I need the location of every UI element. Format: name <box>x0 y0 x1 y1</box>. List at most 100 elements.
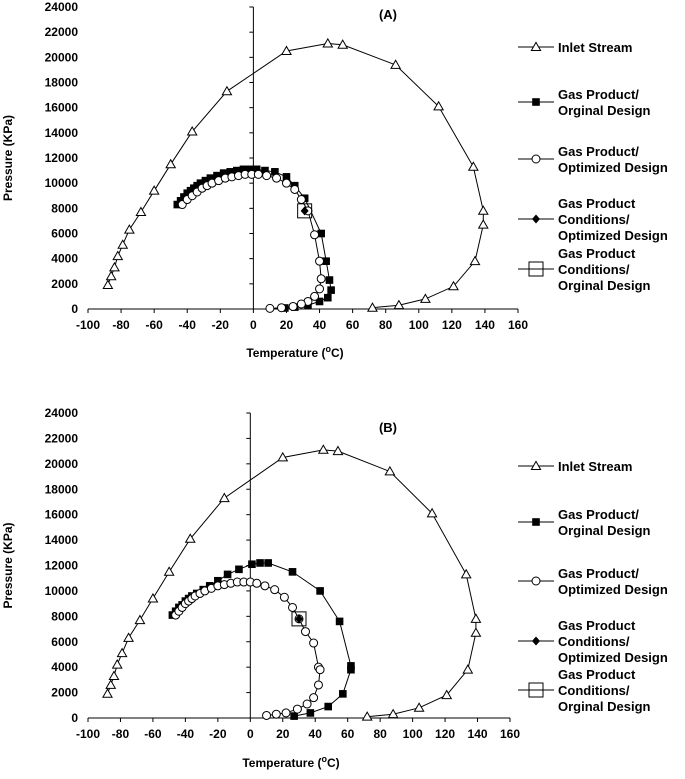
legend-entry: Inlet Stream <box>518 459 632 474</box>
data-point <box>206 174 215 182</box>
y-tick-label: 8000 <box>51 609 78 623</box>
series-0 <box>102 37 489 312</box>
data-point <box>213 171 221 180</box>
data-point <box>280 45 292 55</box>
data-point <box>282 173 291 181</box>
x-tick-label: -100 <box>76 727 100 741</box>
data-point <box>315 665 325 675</box>
data-point <box>235 565 243 574</box>
data-point <box>309 638 319 648</box>
data-point <box>316 274 326 284</box>
legend-label: Optimized Design <box>558 582 668 597</box>
data-point <box>477 205 489 215</box>
panel-label: (B) <box>379 420 397 435</box>
data-point <box>433 100 445 111</box>
x-tick-label: 80 <box>373 727 387 741</box>
x-tick-label: 20 <box>276 727 290 741</box>
y-axis-label: Pressure (KPa) <box>1 115 15 201</box>
legend-marker <box>532 518 540 526</box>
x-tick-label: 40 <box>309 727 323 741</box>
legend-entry: Gas Product/Optimized Design <box>518 566 668 597</box>
data-point <box>270 585 280 595</box>
panel-label: (A) <box>379 7 397 22</box>
x-tick-label: 60 <box>346 318 360 332</box>
data-point <box>310 291 320 301</box>
series-2 <box>171 577 325 720</box>
data-point <box>387 708 399 719</box>
series-2 <box>177 169 326 313</box>
series-line <box>107 449 477 718</box>
data-point <box>271 709 281 719</box>
data-point <box>302 699 312 709</box>
data-point <box>419 293 431 303</box>
x-tick-label: 160 <box>508 318 528 332</box>
data-point <box>477 219 489 229</box>
series-3 <box>295 614 303 624</box>
data-point <box>313 680 323 690</box>
data-point <box>108 261 120 272</box>
data-point <box>272 173 282 183</box>
data-point <box>462 664 474 674</box>
data-point <box>165 158 177 169</box>
data-point <box>460 568 472 579</box>
data-point <box>105 270 117 281</box>
legend-label: Orginal Design <box>558 278 651 293</box>
x-tick-label: 60 <box>341 727 355 741</box>
series-line <box>181 173 322 309</box>
x-tick-label: 120 <box>435 727 455 741</box>
data-point <box>290 184 300 194</box>
x-tick-label: 40 <box>313 318 327 332</box>
data-point <box>288 602 298 612</box>
data-point <box>163 566 175 576</box>
data-point <box>264 559 272 567</box>
data-point <box>271 168 279 176</box>
chart-panel-a: 0 2000 4000 6000 8000 10000 12000 14000 16000 180… <box>1 0 668 360</box>
data-point <box>361 711 373 721</box>
data-point <box>148 185 160 195</box>
series-4 <box>291 611 307 627</box>
series-3 <box>300 206 309 216</box>
legend-label: Gas Product/ <box>558 87 639 102</box>
data-point <box>246 165 254 174</box>
data-point <box>112 250 124 261</box>
x-tick-label: 120 <box>442 318 462 332</box>
legend-marker <box>530 41 542 51</box>
data-point <box>306 709 315 717</box>
y-tick-label: 24000 <box>45 406 79 420</box>
data-point <box>290 712 298 720</box>
data-point <box>214 576 222 585</box>
legend-label: Inlet Stream <box>558 40 632 55</box>
legend-label: Conditions/ <box>558 262 630 277</box>
data-point <box>315 256 325 266</box>
y-tick-label: 4000 <box>51 252 78 266</box>
y-tick-label: 14000 <box>45 126 79 140</box>
data-point <box>324 702 333 711</box>
data-point <box>239 165 248 174</box>
data-point <box>470 627 482 637</box>
y-tick-label: 20000 <box>45 50 79 64</box>
data-point <box>223 570 232 579</box>
series-0 <box>102 444 482 721</box>
y-tick-label: 24000 <box>45 0 79 14</box>
data-point <box>196 179 205 187</box>
data-point <box>123 632 135 642</box>
data-point <box>105 679 117 689</box>
data-point <box>296 195 306 205</box>
legend-entry: Inlet Stream <box>518 40 632 55</box>
legend-marker <box>531 576 541 586</box>
y-tick-label: 12000 <box>45 559 79 573</box>
y-tick-label: 10000 <box>45 176 79 190</box>
data-point <box>310 230 320 240</box>
legend-marker <box>532 98 540 106</box>
data-point <box>252 165 261 174</box>
data-point <box>262 710 272 720</box>
data-point <box>135 206 147 217</box>
y-tick-label: 0 <box>71 302 78 316</box>
data-point <box>123 224 135 234</box>
data-point <box>300 627 310 637</box>
data-point <box>253 169 263 179</box>
data-point <box>260 581 270 591</box>
legend-label: Optimized Design <box>558 160 668 175</box>
legend-label: Optimized Design <box>558 650 668 665</box>
